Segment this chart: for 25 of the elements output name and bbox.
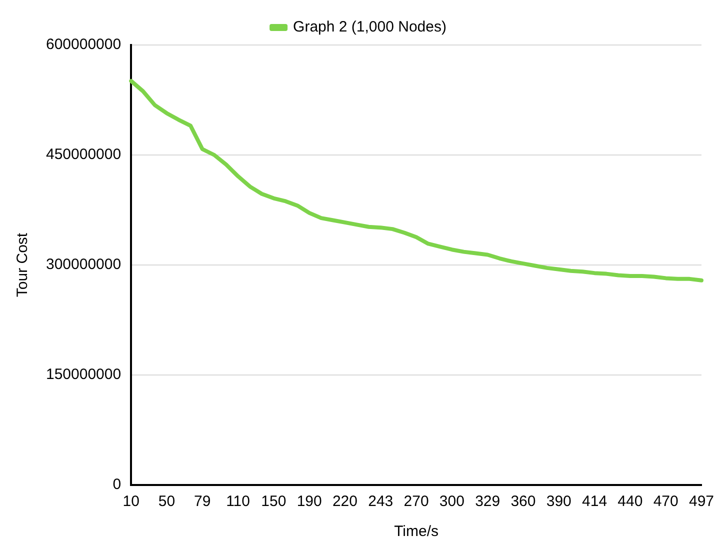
y-tick-label: 300000000 [46, 256, 122, 274]
y-tick-label: 150000000 [46, 366, 122, 384]
x-tick-label: 79 [194, 493, 211, 510]
x-tick-label: 110 [226, 493, 250, 510]
x-tick-label: 329 [475, 493, 500, 510]
y-tick-label: 0 [112, 476, 122, 494]
y-tick-label: 450000000 [46, 146, 122, 164]
x-tick-label: 497 [688, 493, 714, 510]
x-tick-label: 10 [122, 493, 140, 510]
x-tick-label: 50 [158, 493, 176, 510]
x-tick-label: 360 [510, 493, 536, 510]
x-tick-label: 414 [582, 493, 608, 510]
x-tick-label: 470 [653, 493, 678, 510]
x-tick-label: 270 [404, 493, 429, 510]
x-tick-label: 220 [332, 493, 358, 510]
y-tick-label: 600000000 [46, 36, 122, 54]
x-tick-label: 390 [546, 493, 572, 510]
x-tick-label: 150 [261, 493, 286, 510]
x-tick-label: 440 [618, 493, 643, 510]
x-tick-label: 300 [439, 493, 464, 510]
x-tick-label: 190 [296, 493, 322, 510]
x-axis-title: Time/s [394, 523, 439, 540]
x-tick-label: 243 [368, 493, 394, 510]
legend-label: Graph 2 (1,000 Nodes) [293, 18, 446, 36]
y-axis-title: Tour Cost [14, 232, 32, 298]
